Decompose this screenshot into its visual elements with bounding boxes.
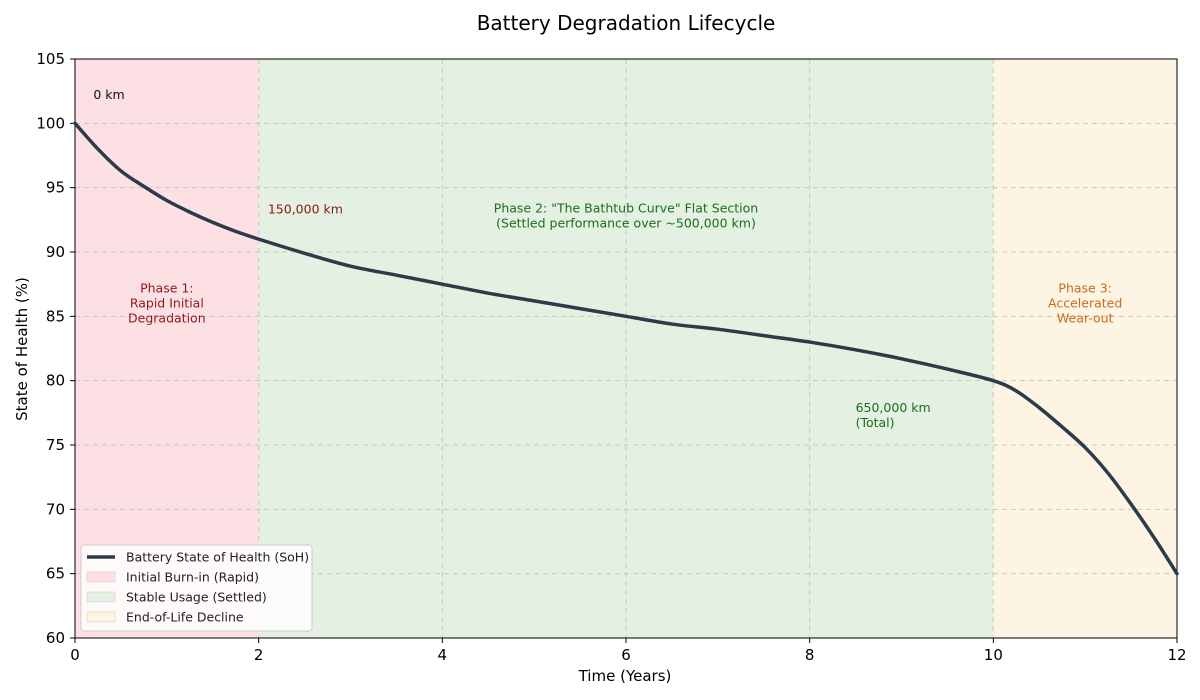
y-tick-label: 75	[46, 436, 65, 454]
legend-swatch-patch	[86, 611, 116, 623]
plot-area: 0 2 4 6 8 10 12 60 65 70 75 80 85 90 95 100 105 0 km 150,0…	[36, 50, 1186, 664]
annotation-line: Phase 1:	[140, 280, 193, 295]
annotation-line: 0 km	[93, 87, 124, 102]
y-tick-label: 90	[46, 243, 65, 261]
y-tick-label: 60	[46, 629, 65, 647]
annotation-line: 650,000 km	[856, 400, 931, 415]
y-tick-label: 80	[46, 372, 65, 390]
x-tick-label: 12	[1167, 646, 1186, 664]
soh-series-line	[73, 121, 1179, 576]
annotation-line: Wear-out	[1057, 310, 1114, 325]
legend-swatch-patch	[86, 591, 116, 603]
annotation-line: 150,000 km	[268, 202, 343, 217]
legend-label: Initial Burn-in (Rapid)	[126, 570, 259, 585]
annotation-line: (Total)	[856, 415, 895, 430]
x-tick-label: 10	[984, 646, 1003, 664]
annotation-line: (Settled performance over ~500,000 km)	[496, 215, 756, 230]
annotation-5: Phase 2: "The Bathtub Curve" Flat Sectio…	[494, 200, 758, 230]
legend-box	[80, 544, 313, 632]
legend: Battery State of Health (SoH) Initial Bur…	[80, 544, 313, 632]
x-tick-label: 4	[438, 646, 448, 664]
annotation-line: Rapid Initial	[130, 295, 204, 310]
y-tick-label: 100	[36, 114, 65, 132]
legend-label: Stable Usage (Settled)	[126, 590, 267, 605]
annotation-line: Degradation	[128, 310, 206, 325]
x-tick-label: 2	[254, 646, 264, 664]
phase-region-3	[993, 59, 1177, 638]
y-tick-label: 105	[36, 50, 65, 68]
annotation-line: Accelerated	[1048, 295, 1122, 310]
x-tick-label: 6	[621, 646, 631, 664]
x-tick-label: 0	[70, 646, 80, 664]
annotation-line: Phase 2: "The Bathtub Curve" Flat Sectio…	[494, 200, 758, 215]
legend-swatch-patch	[86, 571, 116, 583]
annotation-1: 0 km	[93, 87, 124, 102]
x-axis-label: Time (Years)	[578, 667, 672, 685]
y-tick-label: 95	[46, 179, 65, 197]
x-tick-label: 8	[805, 646, 815, 664]
annotation-3: 650,000 km(Total)	[856, 400, 931, 430]
y-tick-label: 85	[46, 307, 65, 325]
annotation-2: 150,000 km	[268, 202, 343, 217]
annotation-line: Phase 3:	[1058, 280, 1111, 295]
chart-title: Battery Degradation Lifecycle	[477, 11, 776, 35]
y-tick-label: 70	[46, 500, 65, 518]
y-tick-label: 65	[46, 565, 65, 583]
y-axis-label: State of Health (%)	[13, 277, 31, 421]
legend-label: Battery State of Health (SoH)	[126, 550, 309, 565]
legend-label: End-of-Life Decline	[126, 610, 244, 625]
